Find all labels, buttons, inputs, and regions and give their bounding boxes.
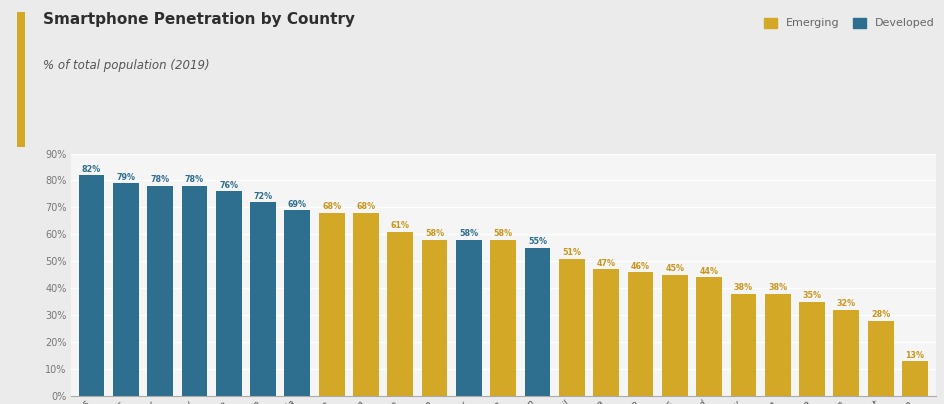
Bar [353,213,379,396]
Text: 72%: 72% [253,191,272,201]
Bar [833,310,858,396]
Text: 61%: 61% [391,221,410,230]
Text: 76%: 76% [219,181,238,190]
Bar [284,210,310,396]
Text: 32%: 32% [835,299,855,308]
Text: 58%: 58% [459,229,478,238]
Text: 35%: 35% [801,291,820,300]
Bar [902,361,927,396]
Text: % of total population (2019): % of total population (2019) [42,59,209,72]
Bar [730,294,755,396]
Text: 55%: 55% [528,238,547,246]
Bar [147,186,173,396]
Text: 51%: 51% [562,248,581,257]
Text: 38%: 38% [733,283,752,292]
Bar [181,186,207,396]
Text: 68%: 68% [356,202,375,211]
Bar [456,240,481,396]
Text: 47%: 47% [596,259,615,268]
Text: 13%: 13% [904,351,923,360]
Bar [764,294,790,396]
Bar [112,183,139,396]
Text: 68%: 68% [322,202,341,211]
Bar [387,231,413,396]
Bar [559,259,584,396]
Bar [318,213,345,396]
Bar [78,175,104,396]
Text: 58%: 58% [493,229,513,238]
Bar [421,240,447,396]
Text: 79%: 79% [116,173,135,182]
Bar [215,191,242,396]
Bar [524,248,549,396]
Bar [661,275,687,396]
Text: 28%: 28% [870,310,889,319]
Bar [867,320,893,396]
Bar [696,278,721,396]
Text: 38%: 38% [767,283,786,292]
Bar [490,240,515,396]
Bar [799,302,824,396]
Text: 45%: 45% [665,264,683,274]
Bar [627,272,652,396]
Text: Smartphone Penetration by Country: Smartphone Penetration by Country [42,12,354,27]
Text: 46%: 46% [631,262,649,271]
Legend: Emerging, Developed: Emerging, Developed [763,18,934,28]
Text: 58%: 58% [425,229,444,238]
Text: 78%: 78% [150,175,170,185]
Bar [250,202,276,396]
Bar [593,269,618,396]
Text: 44%: 44% [699,267,717,276]
Text: 78%: 78% [185,175,204,185]
Text: 69%: 69% [288,200,307,209]
Text: 82%: 82% [82,165,101,174]
